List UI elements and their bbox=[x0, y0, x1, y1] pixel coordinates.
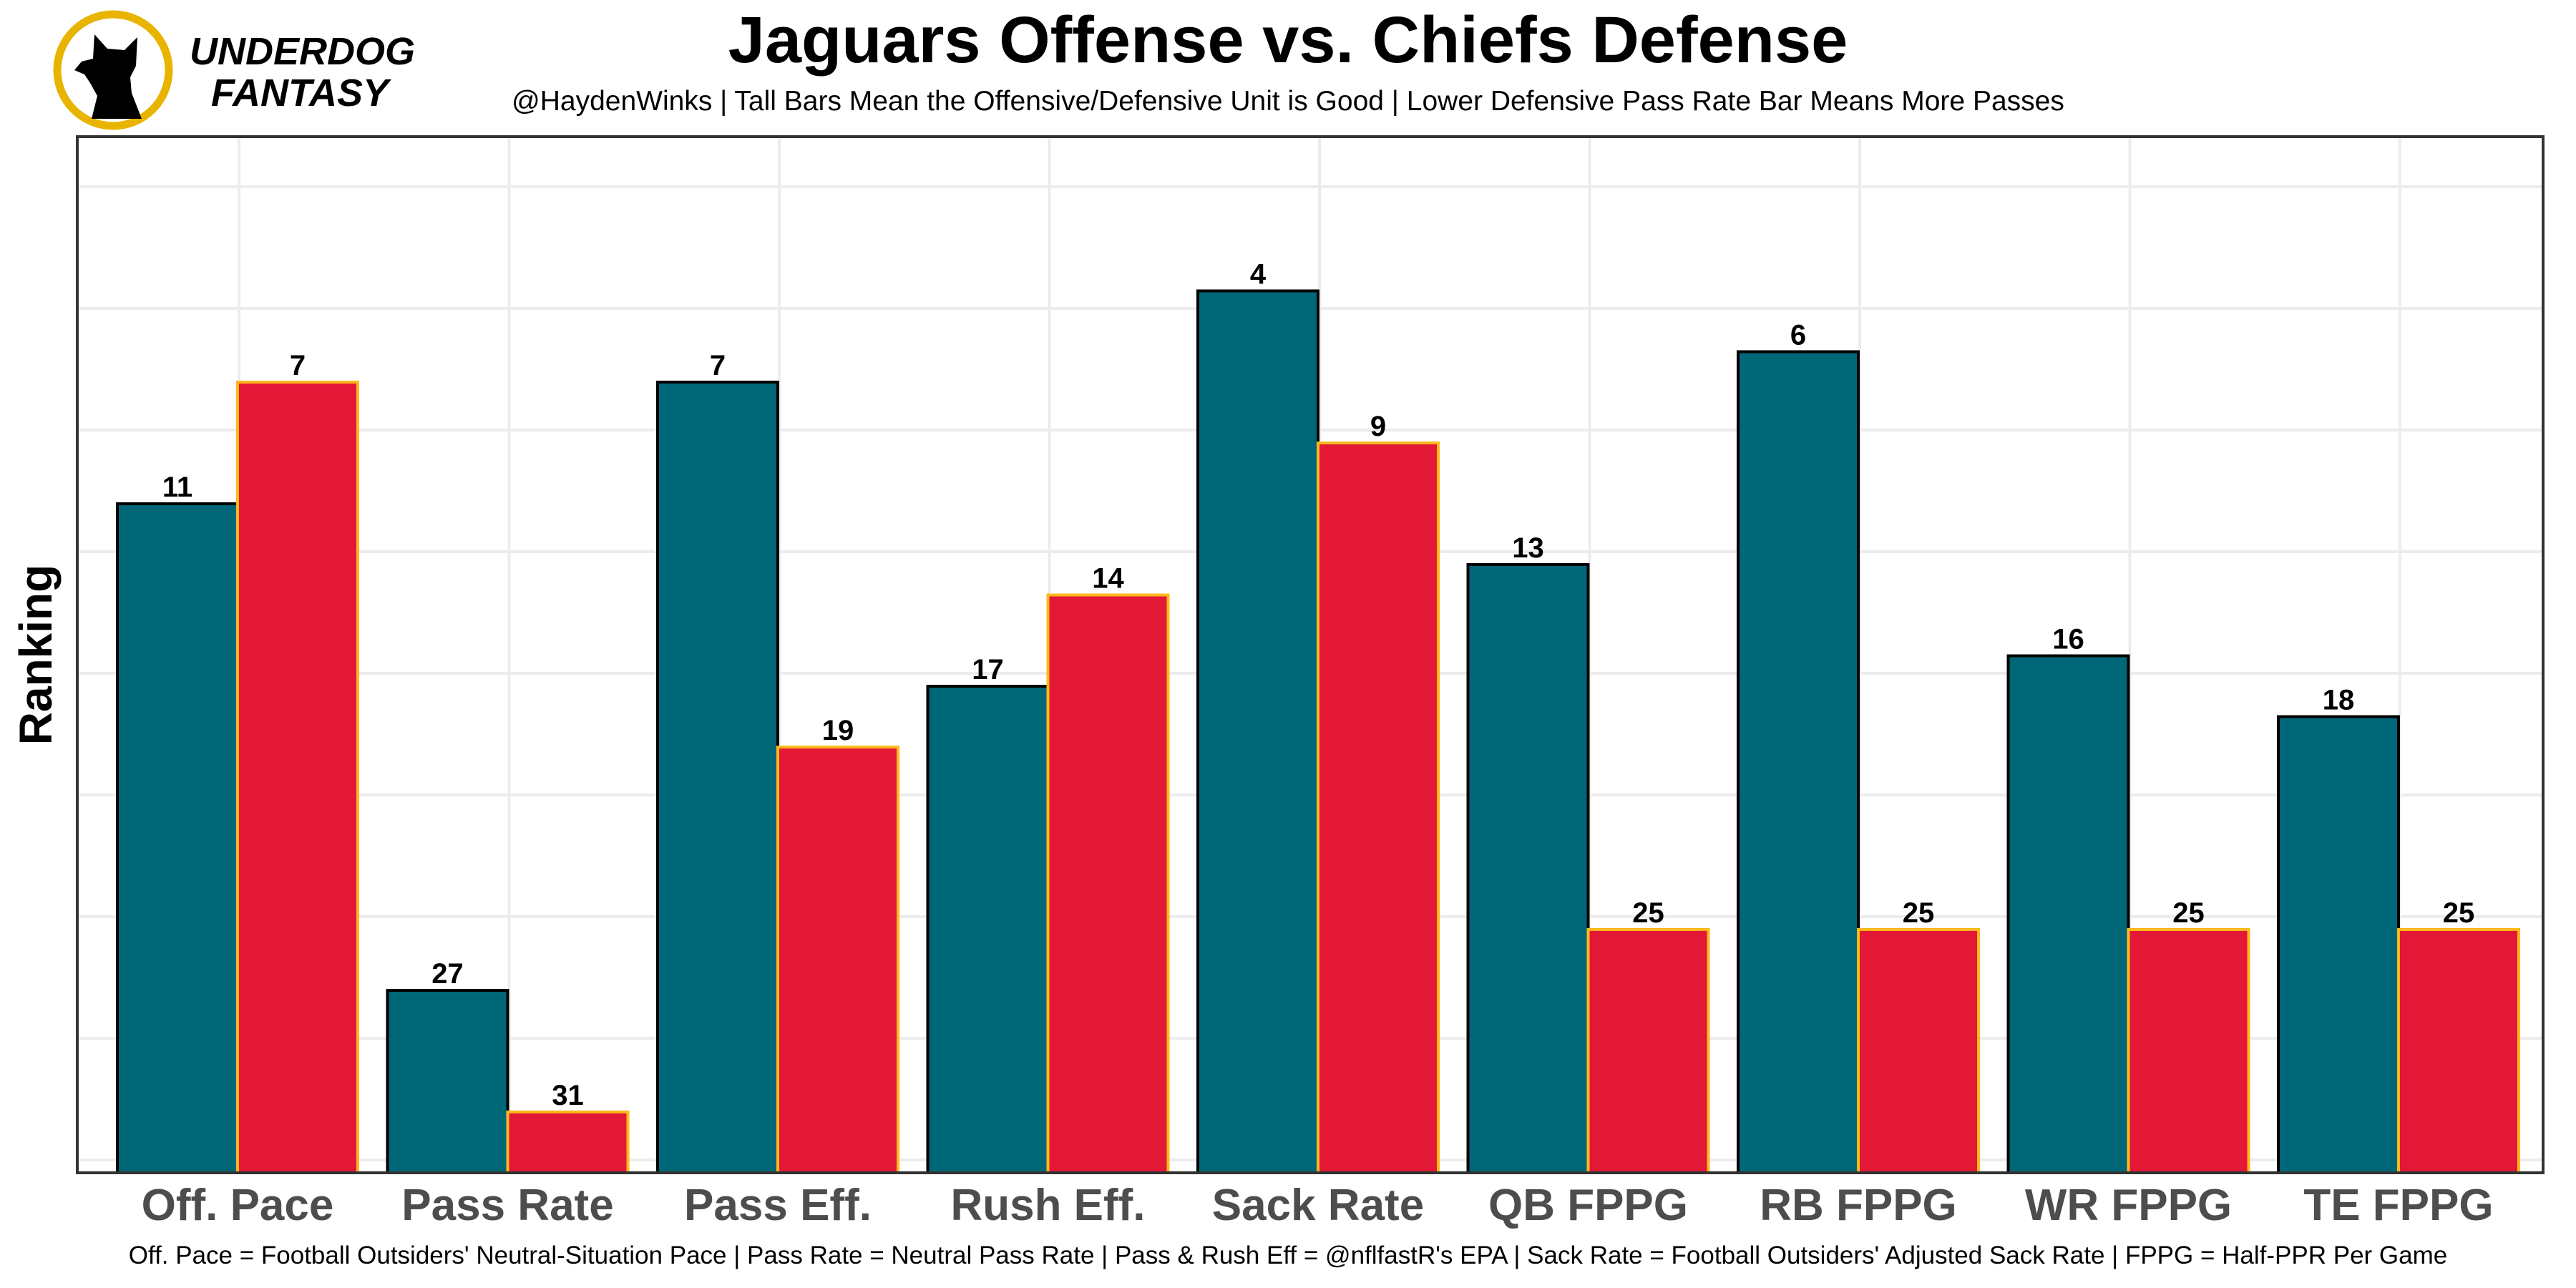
bar-defense-5 bbox=[1586, 928, 1710, 1174]
bar-value-label: 7 bbox=[290, 350, 306, 381]
x-tick-label: Pass Eff. bbox=[684, 1181, 872, 1230]
bar-defense-2 bbox=[776, 746, 899, 1174]
bar-offense-3 bbox=[926, 685, 1050, 1174]
bar-defense-7 bbox=[2127, 928, 2250, 1174]
bars bbox=[116, 289, 2520, 1174]
bar-defense-0 bbox=[236, 381, 359, 1174]
x-tick-label: WR FPPG bbox=[2025, 1181, 2232, 1230]
bar-value-labels: 11 7 27 31 7 19 17 14 4 9 13 25 6 25 16 25 18 25 bbox=[162, 259, 2474, 1112]
x-tick-label: TE FPPG bbox=[2303, 1181, 2493, 1230]
bar-value-label: 7 bbox=[710, 350, 726, 381]
bar-value-label: 25 bbox=[2172, 897, 2205, 929]
x-tick-label: QB FPPG bbox=[1488, 1181, 1688, 1230]
chart-subtitle: @HaydenWinks | Tall Bars Mean the Offens… bbox=[512, 86, 2064, 117]
bar-offense-6 bbox=[1737, 350, 1860, 1174]
bar-value-label: 14 bbox=[1092, 563, 1124, 595]
x-tick-label: Off. Pace bbox=[142, 1181, 334, 1230]
bar-value-label: 25 bbox=[2443, 897, 2475, 929]
bar-value-label: 13 bbox=[1512, 532, 1544, 564]
x-tick-label: Pass Rate bbox=[401, 1181, 613, 1230]
x-tick-labels: Off. Pace Pass Rate Pass Eff. Rush Eff. Sack… bbox=[142, 1181, 2494, 1230]
plot-frame bbox=[76, 135, 2545, 1174]
brand-line1: UNDERDOG bbox=[190, 30, 415, 73]
bar-value-label: 11 bbox=[162, 472, 192, 503]
bar-offense-5 bbox=[1466, 563, 1590, 1174]
x-tick-label: Sack Rate bbox=[1212, 1181, 1424, 1230]
underdog-fantasy-logo: UNDERDOG FANTASY bbox=[53, 10, 415, 130]
y-axis-title: Ranking bbox=[10, 565, 62, 745]
bar-offense-4 bbox=[1196, 289, 1319, 1174]
chart-caption: Off. Pace = Football Outsiders' Neutral-… bbox=[128, 1241, 2448, 1269]
bar-value-label: 17 bbox=[972, 654, 1004, 686]
bar-offense-1 bbox=[386, 989, 509, 1174]
bar-value-label: 31 bbox=[552, 1080, 584, 1111]
x-tick-label: Rush Eff. bbox=[950, 1181, 1145, 1230]
x-tick-label: RB FPPG bbox=[1760, 1181, 1957, 1230]
bar-offense-0 bbox=[116, 502, 239, 1174]
bar-offense-8 bbox=[2277, 715, 2400, 1174]
bar-value-label: 25 bbox=[1632, 897, 1664, 929]
bar-value-label: 9 bbox=[1370, 411, 1386, 442]
bar-value-label: 16 bbox=[2052, 624, 2084, 655]
bar-defense-1 bbox=[506, 1111, 630, 1174]
bar-offense-2 bbox=[656, 381, 779, 1174]
chart-title: Jaguars Offense vs. Chiefs Defense bbox=[728, 4, 1848, 77]
bar-value-label: 25 bbox=[1903, 897, 1935, 929]
bar-defense-6 bbox=[1857, 928, 1980, 1174]
bar-value-label: 6 bbox=[1790, 320, 1806, 351]
bar-defense-3 bbox=[1046, 593, 1170, 1174]
bar-defense-8 bbox=[2397, 928, 2520, 1174]
bar-value-label: 4 bbox=[1250, 259, 1267, 291]
brand-line2: FANTASY bbox=[211, 72, 392, 114]
bar-offense-7 bbox=[2006, 654, 2130, 1174]
bar-value-label: 19 bbox=[822, 715, 854, 746]
bar-value-label: 18 bbox=[2323, 685, 2355, 716]
bar-defense-4 bbox=[1317, 441, 1440, 1174]
dog-icon bbox=[74, 34, 142, 119]
bar-value-label: 27 bbox=[431, 958, 464, 990]
